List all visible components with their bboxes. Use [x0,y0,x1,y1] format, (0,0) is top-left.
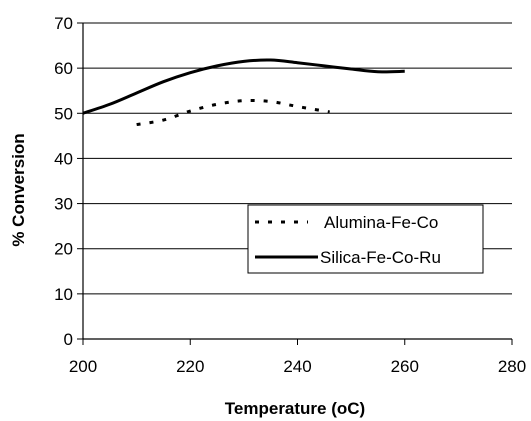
y-tick-labels: 0 10 20 30 40 50 60 70 [54,14,73,349]
legend-label-silica: Silica-Fe-Co-Ru [320,248,441,267]
x-tick-labels: 200 220 240 260 280 [69,357,526,376]
y-tick-label: 20 [54,240,73,259]
y-tick-label: 50 [54,104,73,123]
legend: Alumina-Fe-Co Silica-Fe-Co-Ru [247,204,484,274]
y-tick-label: 40 [54,149,73,168]
legend-box [247,204,484,274]
y-tick-label: 30 [54,195,73,214]
x-tick-label: 200 [69,357,97,376]
gridlines [83,22,512,295]
legend-label-alumina: Alumina-Fe-Co [324,213,438,232]
y-axis-title: % Conversion [9,133,28,246]
series-lines [82,58,405,127]
axes [77,22,513,345]
x-tick-label: 280 [498,357,526,376]
x-tick-label: 260 [391,357,419,376]
series-line-alumina-fe-co [136,98,330,127]
y-tick-label: 0 [64,330,73,349]
y-tick-label: 70 [54,14,73,33]
x-axis-title: Temperature (oC) [225,399,365,418]
series-line-silica-fe-co-ru [82,58,405,115]
y-tick-label: 60 [54,59,73,78]
x-tick-label: 240 [283,357,311,376]
y-tick-label: 10 [54,285,73,304]
x-tick-label: 220 [176,357,204,376]
